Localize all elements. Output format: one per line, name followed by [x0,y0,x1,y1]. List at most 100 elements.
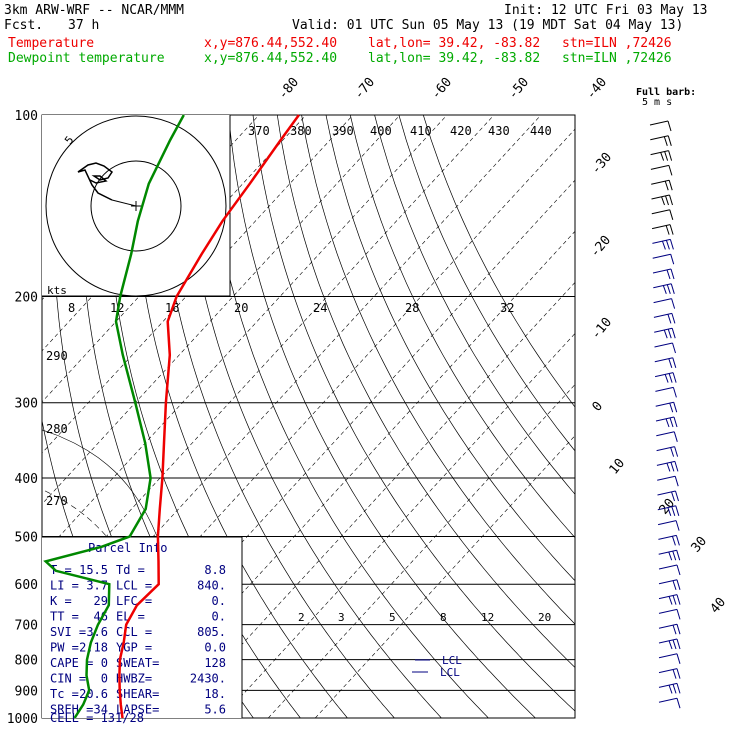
wind-barb-flag [669,224,674,235]
mixing-ratio-label: 20 [538,611,551,624]
wind-barb-flag [670,283,675,294]
wind-barb-flag [672,372,677,383]
theta-tick-label: 380 [290,124,312,138]
wind-barb-staff [658,697,678,703]
wind-barb-flag [668,150,673,161]
wind-barb-flag [666,462,671,472]
isotherm-line [315,435,575,718]
wind-barb-flag [667,135,672,146]
wind-barb-flag [676,653,681,664]
wind-barb-flag [668,684,673,694]
wind-barb-flag [675,535,680,546]
isotherm-tick-label: 10 [607,456,629,478]
parcel-info-cell: 2430. [190,672,226,686]
isotherm-tick-label: 30 [689,534,711,556]
wind-barb-staff [658,682,678,688]
isotherm-tick-label: -70 [352,75,379,103]
wind-barb-staff [657,490,676,496]
moist-adiabat [0,639,14,718]
wind-barb-flag [673,431,678,442]
wind-barb-staff [657,505,676,511]
valid-time: Valid: 01 UTC Sun 05 May 13 (19 MDT Sat … [292,18,683,33]
wind-barb-staff [653,312,673,318]
wind-barb-flag [676,594,681,605]
theta-tick-label: 400 [370,124,392,138]
parcel-info-panel: Parcel Info T = 15.5 Td = 8.8LI = 3.7 LCL = 84… [42,536,243,725]
dry-adiabat [155,115,395,718]
dewpoint-legend-name: Dewpoint temperature [8,51,165,66]
wind-barb-flag [668,596,673,605]
wind-barb-flag [671,313,676,324]
wind-barb-flag [670,462,675,472]
wind-barb-staff [652,238,671,244]
temperature-legend-xy: x,y=876.44,552.40 [204,36,337,51]
pressure-tick-label: 900 [15,684,38,699]
temperature-legend-station: stn=ILN ,72426 [562,36,672,51]
dry-adiabat [130,115,348,718]
wind-barb-staff [650,135,669,141]
wind-barb-staff [656,446,675,452]
parcel-info-cell: 18. [204,687,226,701]
isotherm-line [42,115,448,556]
parcel-info-cell: LCL = [116,579,152,593]
temperature-trace [118,114,300,719]
lcl-label-1: LCL [442,654,462,667]
wind-barb-flag [663,329,668,339]
wind-barb-staff [658,534,677,540]
wind-barb-staff [649,120,669,126]
parcel-info-cell: CAPE = [50,656,93,670]
isotherm-tick-label: -10 [589,315,616,343]
isotherm-line [174,281,575,718]
wind-barb-flag [666,269,671,280]
parcel-info-cell: 2.18 [79,641,108,655]
dry-adiabat [374,115,575,495]
parcel-info-cell: CIN = [50,672,86,686]
wind-barb-staff [653,283,672,289]
parcel-cell: CELL = 131/28 [50,711,144,725]
parcel-info-cell: 0.0 [204,641,226,655]
parcel-info-cell: Tc = [50,687,79,701]
parcel-info-cell: SHEAR= [116,687,159,701]
mixing-ratio-label: 12 [481,611,494,624]
wind-barb-flag [675,505,680,516]
wind-barb-staff [654,342,673,348]
wind-barb-flag [676,564,681,576]
wind-barb-flag [672,580,677,590]
parcel-info-cell: LFC = [116,594,152,608]
wind-barb-flag [676,609,681,620]
isotherm-line [42,115,401,505]
wind-barb-flag [676,668,681,679]
wind-barb-flag [666,284,671,294]
pressure-tick-label: 700 [15,619,38,634]
wind-barb-flag [671,506,676,516]
parcel-info-cell: Td = [116,563,145,577]
wind-barb-flag [661,240,666,250]
isotherm-tick-label: -30 [589,150,616,178]
lcl-label-2: LCL [440,666,460,679]
wind-barb-staff [655,386,674,392]
isotherm-line [42,115,495,607]
mixing-ratio-label: 2 [298,611,305,624]
wind-barb-staff [656,460,676,466]
wind-barb-flag [675,490,679,502]
wind-barb-flag [660,152,665,161]
dry-adiabat [0,115,25,731]
dry-adiabat [301,115,575,625]
parcel-info-cell: LI = [50,579,79,593]
wind-barb-flag [665,240,670,250]
wind-barb-flag [668,640,673,650]
hodograph-speed-tick: 8 [68,301,75,315]
wind-barb-flag [673,402,678,413]
isotherm-tick-label: -50 [506,75,533,103]
dewpoint-legend-latlon: lat,lon= 39.42, -83.82 [368,51,540,66]
pressure-tick-label: 800 [15,654,38,669]
full-barb-label: Full barb: [636,87,696,98]
wind-barb-flag [667,328,672,339]
wind-barb-staff [655,401,674,407]
parcel-info-cell: 5.6 [204,703,226,717]
wind-barb-flag [668,165,673,176]
wind-barb-staff [658,623,678,629]
dry-adiabat [228,115,536,718]
parcel-info-cell: SVI = [50,625,86,639]
